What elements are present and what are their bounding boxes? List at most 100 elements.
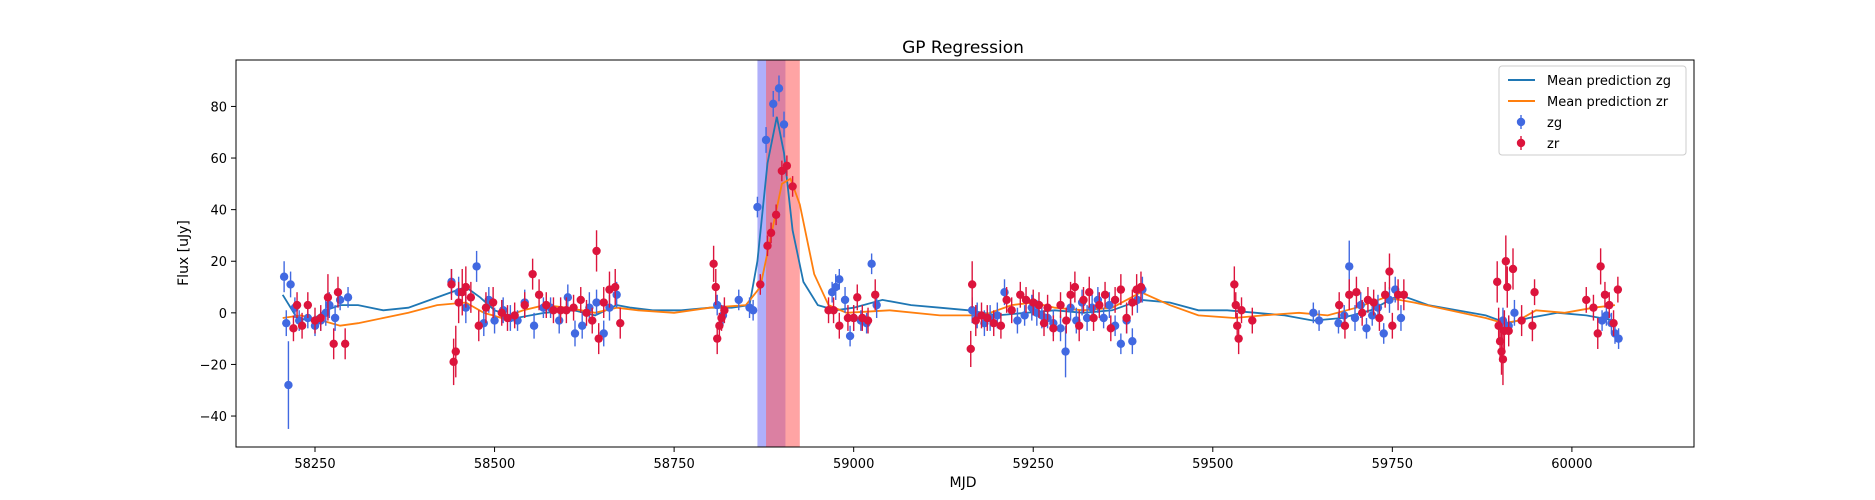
data-point-zg [330,313,340,323]
data-point-zr [849,313,858,323]
data-point-zr [1062,316,1071,325]
data-point-zr [1504,326,1513,336]
data-point-zg [1000,288,1009,297]
data-point-zr [1095,300,1104,310]
x-tick-label: 59500 [1192,457,1233,472]
data-point-zg [284,380,293,390]
data-point-zg [563,293,573,302]
data-point-zg [1128,337,1137,346]
data-point-zr [1385,267,1394,276]
data-point-zg [761,135,771,145]
data-point-zr [1085,288,1094,297]
data-point-zr [1593,329,1602,338]
legend-label: Mean prediction zr [1547,95,1669,110]
data-point-zg [1082,313,1092,323]
data-point-zr [871,290,880,299]
data-points [279,75,1623,429]
data-point-zg [1061,347,1070,356]
data-point-zr [1388,321,1397,330]
data-point-zr [996,321,1006,330]
data-point-zr [1605,300,1614,310]
data-point-zg [529,321,539,330]
data-point-zg [555,316,564,325]
data-point-zr [1530,288,1539,297]
data-point-zr [1501,257,1511,266]
data-point-zr [777,166,787,176]
data-point-zr [1089,313,1098,323]
data-point-zg [570,329,580,338]
data-point-zr [569,303,578,312]
highlight-spans [757,60,800,447]
data-point-zg [1362,324,1371,333]
data-point-zr [1106,324,1116,333]
data-point-zr [488,298,498,307]
data-point-zg [1116,339,1126,348]
data-point-zg [993,311,1002,320]
data-point-zg [325,300,334,310]
data-point-zr [1613,285,1623,294]
data-point-zr [1369,298,1378,307]
data-point-zr [542,300,551,310]
data-point-zg [577,321,587,330]
data-point-zr [447,280,456,289]
chart-title: GP Regression [902,38,1024,58]
y-axis-ticks: −40 −20 0 20 40 60 80 [200,100,236,425]
data-point-zg [1379,329,1388,338]
legend-label: zg [1547,116,1562,131]
y-tick-label: 40 [210,204,227,219]
data-point-zr [1334,300,1344,310]
data-point-zr [829,306,838,315]
data-point-zr [1596,262,1605,271]
data-point-zr [1582,295,1591,305]
data-point-zr [720,306,729,315]
data-point-zg [1368,311,1377,320]
data-point-zr [1002,295,1011,305]
x-tick-label: 59250 [1013,457,1054,472]
x-tick-label: 60000 [1551,457,1592,472]
data-point-zr [967,280,977,289]
gp-mean-lines [281,116,1616,327]
data-point-zr [1128,298,1137,307]
data-point-zg [286,280,295,289]
x-tick-label: 58750 [653,457,694,472]
data-point-zr [481,303,491,312]
legend-label: Mean prediction zg [1547,74,1671,89]
series-line-0 [281,116,1616,325]
y-tick-label: 0 [219,307,227,322]
data-point-zr [474,321,483,330]
data-point-zg [867,259,876,269]
data-point-zg [599,329,608,338]
data-point-zr [1248,316,1257,325]
data-point-zg [612,290,621,299]
y-tick-label: 80 [210,100,227,115]
data-point-zr [843,313,853,323]
data-point-zg [872,300,881,310]
x-axis-label: MJD [950,475,977,491]
data-point-zg [1105,300,1114,310]
data-point-zr [1039,318,1049,328]
data-point-zr [1043,303,1052,312]
data-point-zr [503,313,512,323]
data-point-zg [472,262,481,271]
data-point-zr [461,282,471,292]
data-point-zr [983,313,992,323]
data-point-zr [1609,318,1618,328]
plot-frame [235,59,1695,448]
data-point-zr [297,321,307,330]
data-point-zr [549,306,558,315]
data-point-zg [967,306,977,315]
data-point-zr [782,161,792,170]
data-point-zr [717,313,726,323]
data-point-zr [713,334,722,343]
data-point-zr [1074,321,1084,330]
data-point-zr [771,210,781,219]
data-point-zg [753,202,762,212]
data-point-zr [592,246,601,256]
span-zr [766,60,800,447]
data-point-zr [863,316,873,325]
data-point-zg [1350,313,1360,323]
data-point-zr [454,298,463,307]
data-point-zr [835,321,844,330]
data-point-zr [1357,308,1367,318]
data-point-zr [711,282,720,292]
